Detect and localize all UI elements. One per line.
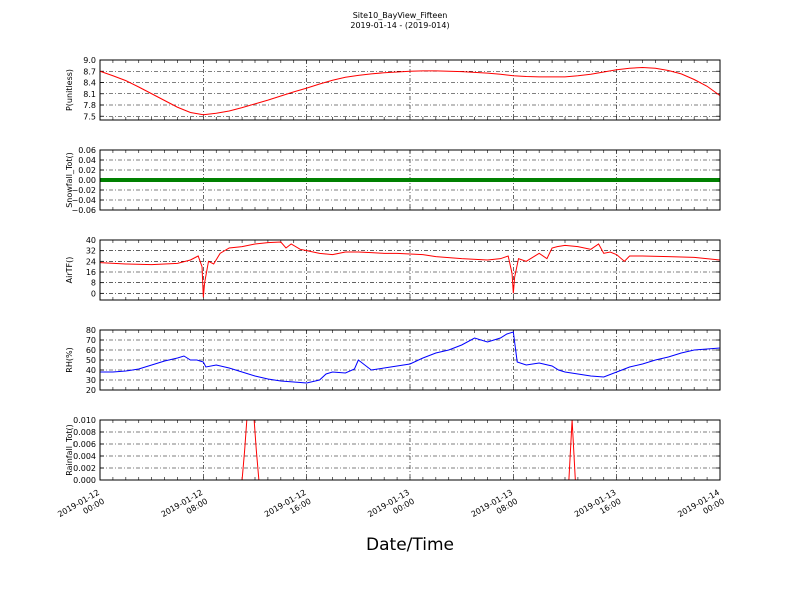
y-tick-label: 0.008: [73, 428, 96, 437]
y-tick-label: 9.0: [83, 56, 96, 65]
y-tick-label: 80: [86, 326, 96, 335]
subplot-5: 0.010 0.008 0.006 0.004 0.002 0.000Rainfall_T…: [65, 416, 721, 485]
chart-title-line-1: Site10_BayView_Fifteen: [353, 11, 448, 20]
y-tick-label: 0.04: [78, 156, 96, 165]
y-tick-label: 16: [86, 268, 96, 277]
y-tick-label: 32: [86, 247, 96, 256]
x-tick-labels: 2019-01-1200:00 2019-01-1208:00 2019-01-12…: [56, 488, 726, 528]
axes-frame: [99, 239, 721, 301]
y-axis-label: AirTF(): [65, 257, 74, 284]
axes-frame: [99, 149, 721, 211]
y-tick-label: 0.006: [73, 440, 96, 449]
y-axis-label: P(unitless): [65, 69, 74, 111]
axes-frame: [99, 419, 721, 481]
y-axis-label: RH(%): [65, 347, 74, 372]
y-tick-label: 0.02: [78, 166, 96, 175]
x-tick-label: 2019-01-1308:00: [470, 488, 520, 528]
subplot-1: 9.0 8.7 8.4 8.1 7.8 7.5 P(unitless): [65, 56, 721, 121]
subplots: 9.08.78.48.17.87.5P(unitless)0.060.040.0…: [65, 56, 721, 485]
x-axis-label: Date/Time: [366, 535, 454, 555]
x-tick-label: 2019-01-1200:00: [56, 488, 106, 528]
y-tick-label: 8.1: [83, 90, 96, 99]
y-tick-label: −0.06: [71, 206, 96, 215]
y-tick-label: 8.7: [83, 67, 96, 76]
chart-title-line-2: 2019-01-14 - (2019-014): [350, 21, 449, 30]
x-tick-label: 2019-01-1316:00: [573, 488, 623, 528]
y-tick-label: −0.04: [71, 196, 96, 205]
y-tick-label: 24: [86, 257, 96, 266]
y-tick-label: 0.06: [78, 146, 96, 155]
y-tick-label: 7.5: [83, 112, 96, 121]
y-tick-label: 7.8: [83, 101, 96, 110]
y-tick-label: −0.02: [71, 186, 96, 195]
x-tick-label: 2019-01-1300:00: [366, 488, 416, 528]
y-tick-label: 50: [86, 356, 96, 365]
x-tick-label: 2019-01-1208:00: [160, 488, 210, 528]
y-tick-label: 60: [86, 346, 96, 355]
y-tick-label: 0.000: [73, 476, 96, 485]
y-tick-label: 70: [86, 336, 96, 345]
y-tick-label: 20: [86, 386, 96, 395]
y-tick-label: 8: [91, 279, 96, 288]
x-tick-label: 2019-01-1400:00: [676, 488, 726, 528]
y-axis-label: Snowfall_Tot(): [65, 152, 74, 208]
y-tick-label: 0.004: [73, 452, 96, 461]
y-tick-label: 8.4: [83, 79, 96, 88]
series-line-5: [100, 420, 720, 480]
subplot-2: 0.060.040.020.00−0.02−0.04−0.06Snowfall_…: [65, 146, 721, 215]
y-axis-label: Rainfall_Tot(): [65, 424, 74, 476]
series-line-3: [100, 241, 720, 298]
y-tick-label: 0.00: [78, 176, 96, 185]
x-tick-label: 2019-01-1216:00: [263, 488, 313, 528]
series-line-4: [100, 331, 720, 384]
y-tick-label: 0.002: [73, 464, 96, 473]
y-tick-label: 40: [86, 366, 96, 375]
axes-frame: [99, 329, 721, 391]
y-tick-label: 40: [86, 236, 96, 245]
axes-frame: [99, 59, 721, 121]
y-tick-label: 0.010: [73, 416, 96, 425]
series-line-1: [100, 66, 720, 116]
y-tick-label: 0: [91, 289, 96, 298]
y-tick-label: 30: [86, 376, 96, 385]
